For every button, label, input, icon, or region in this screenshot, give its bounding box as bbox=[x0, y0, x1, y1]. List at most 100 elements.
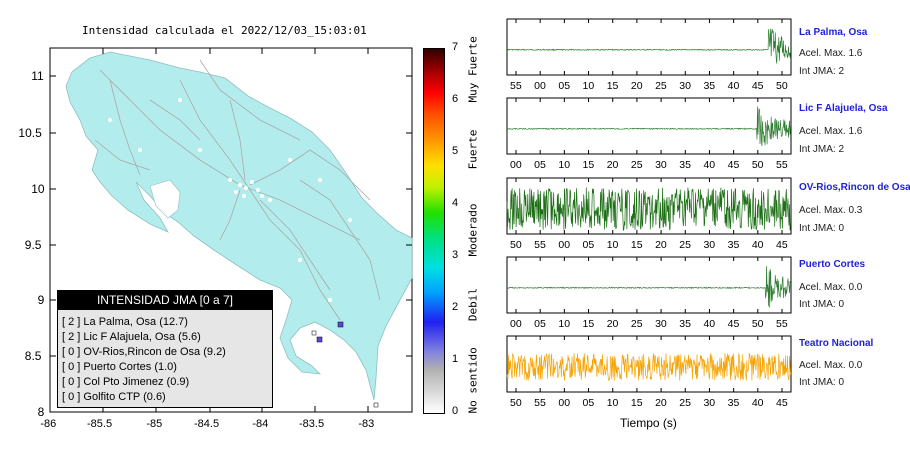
lat-tick-label: 9.5 bbox=[24, 238, 42, 252]
road-network bbox=[94, 59, 381, 321]
waveform-trace bbox=[507, 28, 792, 64]
lat-tick-label: 9 bbox=[37, 293, 45, 307]
time-tick-label: 15 bbox=[630, 239, 643, 251]
lat-tick-label: 11 bbox=[31, 69, 44, 83]
time-tick-label: 05 bbox=[534, 159, 546, 171]
time-tick-label: 15 bbox=[582, 159, 595, 171]
lon-tick-label: -85 bbox=[146, 418, 163, 430]
colorbar-tick-label: 4 bbox=[452, 197, 459, 209]
time-tick-label: 15 bbox=[630, 397, 643, 409]
time-tick-label: 55 bbox=[776, 159, 788, 171]
costa-rica-land bbox=[65, 51, 413, 401]
time-tick-label: 00 bbox=[558, 397, 571, 409]
time-tick-label: 10 bbox=[582, 80, 595, 92]
station-name: OV-Rios,Rincon de Osa bbox=[799, 182, 910, 193]
time-tick-label: 05 bbox=[534, 318, 546, 330]
time-tick-label: 25 bbox=[655, 80, 667, 92]
lon-tick-label: -83.5 bbox=[299, 418, 325, 430]
colorbar-tick-label: 2 bbox=[452, 301, 459, 313]
time-tick-label: 00 bbox=[558, 239, 571, 251]
time-tick-label: 35 bbox=[727, 239, 740, 251]
map-title: Intensidad calculada el 2022/12/03_15:03… bbox=[82, 24, 367, 37]
station-marker bbox=[316, 336, 323, 343]
time-tick-label: 50 bbox=[751, 318, 764, 330]
lat-tick-label: 10 bbox=[31, 182, 45, 196]
time-tick-label: 30 bbox=[655, 318, 667, 330]
legend-row: [ 2 ] La Palma, Osa (12.7) bbox=[62, 316, 188, 328]
lon-tick-label: -84.5 bbox=[194, 418, 220, 430]
station-marker bbox=[373, 402, 379, 408]
waveform-frame bbox=[506, 177, 792, 235]
lon-tick-label: -84 bbox=[252, 418, 269, 430]
legend-row: [ 2 ] Lic F Alajuela, Osa (5.6) bbox=[62, 331, 201, 343]
time-tick-label: 25 bbox=[679, 239, 691, 251]
time-tick-label: 20 bbox=[630, 80, 643, 92]
colorbar-tick-label: 6 bbox=[452, 93, 459, 105]
waveform-trace bbox=[506, 266, 792, 308]
time-tick-label: 25 bbox=[630, 159, 643, 171]
colorbar-tick-label: 5 bbox=[452, 145, 459, 157]
time-tick-label: 10 bbox=[558, 159, 571, 171]
time-tick-label: 00 bbox=[510, 318, 522, 330]
waveform-trace bbox=[506, 353, 792, 381]
time-tick-label: 30 bbox=[679, 80, 691, 92]
station-name: Puerto Cortes bbox=[799, 259, 866, 270]
time-tick-label: 05 bbox=[582, 397, 595, 409]
time-tick-label: 50 bbox=[751, 159, 764, 171]
station-jma: Int JMA: 2 bbox=[799, 144, 845, 155]
time-tick-label: 55 bbox=[776, 318, 788, 330]
waveform-frame bbox=[506, 97, 792, 155]
waveform-panels bbox=[506, 18, 792, 393]
time-tick-label: 40 bbox=[751, 397, 764, 409]
colorbar-tick-label: 7 bbox=[452, 41, 459, 53]
colorbar-tick-label: 0 bbox=[452, 405, 459, 417]
station-jma: Int JMA: 0 bbox=[799, 223, 845, 234]
time-tick-label: 30 bbox=[655, 159, 667, 171]
time-tick-label: 20 bbox=[655, 397, 667, 409]
station-accel: Acel. Max. 0.3 bbox=[799, 205, 863, 216]
time-tick-label: 20 bbox=[606, 159, 619, 171]
time-tick-label: 30 bbox=[703, 397, 716, 409]
time-tick-label: 10 bbox=[606, 239, 619, 251]
time-tick-label: 45 bbox=[751, 80, 764, 92]
time-tick-label: 50 bbox=[510, 239, 522, 251]
colorbar-tick-label: 1 bbox=[452, 353, 459, 365]
time-tick-label: 45 bbox=[776, 397, 788, 409]
colorbar-tick-label: 3 bbox=[452, 249, 459, 261]
time-tick-label: 25 bbox=[630, 318, 643, 330]
station-accel: Acel. Max. 0.0 bbox=[799, 282, 863, 293]
waveform-frame bbox=[506, 18, 792, 76]
time-tick-label: 20 bbox=[655, 239, 667, 251]
time-tick-label: 35 bbox=[727, 397, 740, 409]
station-jma: Int JMA: 0 bbox=[799, 299, 845, 310]
station-accel: Acel. Max. 1.6 bbox=[799, 126, 863, 137]
time-tick-label: 30 bbox=[703, 239, 716, 251]
time-tick-label: 45 bbox=[727, 318, 740, 330]
legend-title: INTENSIDAD JMA [0 a 7] bbox=[58, 291, 272, 310]
time-axis-label: Tiempo (s) bbox=[620, 416, 677, 430]
time-tick-label: 50 bbox=[776, 80, 788, 92]
lon-tick-label: -86 bbox=[40, 418, 57, 430]
time-tick-label: 35 bbox=[679, 318, 691, 330]
station-name: Lic F Alajuela, Osa bbox=[799, 103, 888, 114]
lon-tick-label: -83 bbox=[358, 418, 375, 430]
time-tick-label: 10 bbox=[606, 397, 619, 409]
time-tick-label: 40 bbox=[703, 318, 716, 330]
lat-tick-label: 10.5 bbox=[18, 126, 42, 140]
time-tick-label: 40 bbox=[751, 239, 764, 251]
time-tick-label: 50 bbox=[510, 397, 522, 409]
time-tick-label: 10 bbox=[558, 318, 571, 330]
intensity-legend: INTENSIDAD JMA [0 a 7] [ 2 ] La Palma, O… bbox=[57, 290, 273, 408]
station-jma: Int JMA: 0 bbox=[799, 377, 845, 388]
time-tick-label: 05 bbox=[558, 80, 571, 92]
time-tick-label: 45 bbox=[727, 159, 740, 171]
time-tick-label: 05 bbox=[582, 239, 595, 251]
time-tick-label: 45 bbox=[776, 239, 788, 251]
lat-tick-label: 8 bbox=[37, 405, 45, 419]
time-tick-label: 35 bbox=[703, 80, 716, 92]
station-name: La Palma, Osa bbox=[799, 27, 868, 38]
gulf-nicoya bbox=[149, 179, 181, 219]
time-tick-label: 00 bbox=[510, 159, 522, 171]
time-tick-label: 35 bbox=[679, 159, 691, 171]
time-tick-label: 55 bbox=[534, 239, 546, 251]
